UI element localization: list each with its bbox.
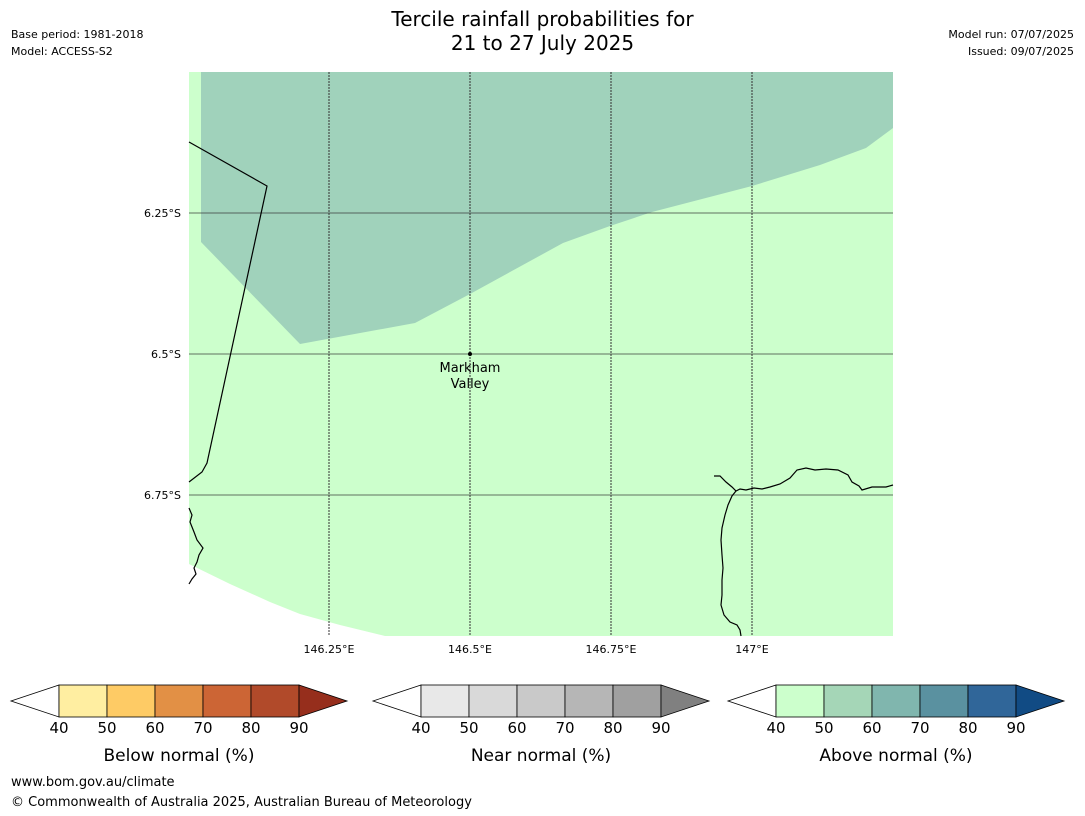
colorbar-tick-label: 50 [814, 719, 833, 737]
colorbar-tick-label: 80 [603, 719, 622, 737]
colorbar-high-extension [1015, 684, 1066, 718]
colorbar-tick-label: 80 [958, 719, 977, 737]
colorbar-high-extension [660, 684, 711, 718]
huon-gulf-coastline [714, 467, 894, 492]
colorbar-tick-label: 60 [145, 719, 164, 737]
colorbar-low-extension [9, 684, 60, 718]
map-title-line-1: Tercile rainfall probabilities for [391, 7, 694, 31]
lon-label-147: 147°E [735, 643, 768, 656]
colorbar-tick-label: 90 [1006, 719, 1025, 737]
colorbar-title: Below normal (%) [104, 746, 255, 766]
lon-label-146-25: 146.25°E [304, 643, 355, 656]
colorbar-tick-label: 70 [193, 719, 212, 737]
colorbar-segment [202, 684, 252, 718]
lon-label-146-5: 146.5°E [448, 643, 492, 656]
place-name-line-2: Valley [451, 377, 490, 392]
model-run-text: Model run: 07/07/2025 [948, 28, 1074, 41]
rainfall-map: 6.25°S 6.5°S 6.75°S 146.25°E 146.5°E 146… [9, 72, 1066, 766]
model-run-info: Model run: 07/07/2025 Issued: 09/07/2025 [948, 26, 1074, 60]
colorbar-segment [106, 684, 156, 718]
provincial-boundary [188, 141, 268, 483]
colorbar-tick-label: 60 [507, 719, 526, 737]
map-title: Tercile rainfall probabilities for 21 to… [0, 7, 1085, 55]
colorbar-tick-label: 50 [459, 719, 478, 737]
colorbar-high-extension [298, 684, 349, 718]
colorbar-segment [871, 684, 921, 718]
colorbar-segment [564, 684, 614, 718]
colorbar-tick-label: 60 [862, 719, 881, 737]
colorbar-segment [58, 684, 108, 718]
website-link[interactable]: www.bom.gov.au/climate [11, 775, 175, 790]
place-name-line-1: Markham [440, 361, 501, 376]
latitude-labels: 6.25°S 6.5°S 6.75°S [144, 207, 181, 502]
west-coastline [188, 507, 204, 585]
colorbar-tick-label: 40 [766, 719, 785, 737]
copyright-text: © Commonwealth of Australia 2025, Austra… [11, 795, 472, 810]
colorbar-tick-label: 80 [241, 719, 260, 737]
colorbar-segment [420, 684, 470, 718]
colorbar-legends: 40 50 60 70 80 90 Below normal (%) 40 50 60 70 80 90… [9, 684, 1066, 766]
colorbar-segment [967, 684, 1017, 718]
model-text: Model: ACCESS-S2 [11, 45, 113, 58]
colorbar-tick-label: 90 [289, 719, 308, 737]
colorbar-tick-label: 70 [555, 719, 574, 737]
issued-text: Issued: 09/07/2025 [967, 45, 1074, 58]
colorbar-low-extension [371, 684, 422, 718]
colorbar-segment [919, 684, 969, 718]
markham-river-coastline [720, 490, 742, 637]
place-dot [468, 352, 472, 356]
lat-label-6-5: 6.5°S [151, 348, 181, 361]
colorbar-1: 40 50 60 70 80 90 Near normal (%) [371, 684, 711, 766]
colorbar-tick-label: 50 [97, 719, 116, 737]
colorbar-tick-label: 70 [910, 719, 929, 737]
colorbar-tick-label: 40 [411, 719, 430, 737]
probability-region-above-50-60 [201, 72, 893, 344]
colorbar-title: Above normal (%) [819, 746, 972, 766]
base-period-text: Base period: 1981-2018 [11, 28, 144, 41]
colorbar-segment [154, 684, 204, 718]
colorbar-0: 40 50 60 70 80 90 Below normal (%) [9, 684, 349, 766]
colorbar-tick-label: 40 [49, 719, 68, 737]
colorbar-segment [516, 684, 566, 718]
coastlines [188, 141, 894, 637]
colorbar-2: 40 50 60 70 80 90 Above normal (%) [726, 684, 1066, 766]
colorbar-segment [775, 684, 825, 718]
colorbar-segment [823, 684, 873, 718]
colorbar-segment [468, 684, 518, 718]
lat-label-6-25: 6.25°S [144, 207, 181, 220]
colorbar-tick-label: 90 [651, 719, 670, 737]
colorbar-title: Near normal (%) [471, 746, 611, 766]
lat-label-6-75: 6.75°S [144, 489, 181, 502]
longitude-labels: 146.25°E 146.5°E 146.75°E 147°E [304, 643, 769, 656]
place-marker: Markham Valley [440, 352, 501, 392]
colorbar-low-extension [726, 684, 777, 718]
gridlines [189, 72, 893, 636]
colorbar-segment [612, 684, 662, 718]
colorbar-segment [250, 684, 300, 718]
lon-label-146-75: 146.75°E [586, 643, 637, 656]
base-period-info: Base period: 1981-2018 Model: ACCESS-S2 [11, 26, 143, 60]
no-data-region [189, 564, 385, 636]
map-title-line-2: 21 to 27 July 2025 [450, 31, 635, 55]
